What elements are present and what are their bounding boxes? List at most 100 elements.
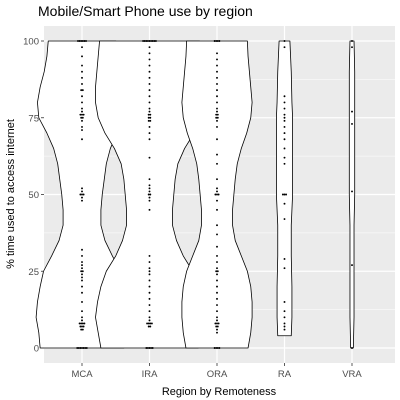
data-point-ora: [216, 304, 218, 306]
data-point-mca: [81, 113, 83, 116]
data-point-mca: [81, 193, 83, 196]
data-point-ora: [216, 70, 218, 73]
data-point-ora: [218, 347, 221, 349]
data-point-ira: [148, 138, 151, 141]
data-point-ira: [148, 46, 151, 49]
data-point-ira: [147, 325, 150, 328]
data-point-mca: [80, 116, 83, 119]
data-point-mca: [79, 347, 82, 349]
data-point-ora: [213, 347, 216, 349]
data-point-ra: [283, 46, 286, 49]
data-point-ra: [283, 147, 286, 150]
data-point-ira: [148, 184, 151, 187]
data-point-mca: [81, 126, 83, 128]
data-point-ira: [148, 267, 151, 270]
violin-vra: [348, 40, 356, 349]
data-point-mca: [82, 325, 85, 328]
data-point-ora: [216, 316, 218, 319]
data-point-ra: [281, 193, 284, 196]
y-tick-label: 0: [34, 344, 39, 355]
data-point-ira: [148, 199, 151, 202]
data-point-ira: [148, 190, 151, 193]
data-point-ora: [216, 95, 218, 98]
data-point-ora: [216, 245, 218, 248]
data-point-ira: [151, 347, 154, 349]
data-point-ira: [148, 89, 151, 92]
data-point-ora: [216, 153, 218, 156]
data-point-ora: [216, 319, 218, 322]
data-point-mca: [80, 89, 83, 92]
y-tick-label: 100: [23, 37, 39, 48]
data-point-ra: [283, 126, 286, 128]
data-point-ira: [148, 40, 151, 42]
data-point-mca: [81, 276, 83, 279]
data-point-ira: [142, 40, 145, 42]
data-point-vra: [351, 264, 353, 267]
data-point-mca: [77, 40, 79, 42]
data-point-ira: [148, 132, 151, 135]
data-point-ora: [216, 208, 218, 211]
data-point-ora: [216, 162, 218, 165]
data-point-ira: [148, 316, 151, 319]
data-point-ora: [216, 270, 219, 273]
data-point-ora: [216, 76, 218, 79]
data-point-ira: [148, 95, 151, 98]
data-point-ira: [148, 261, 151, 263]
data-point-ra: [283, 132, 286, 135]
data-point-ira: [148, 285, 151, 288]
data-point-ra: [283, 193, 286, 196]
data-point-ora: [215, 270, 218, 273]
data-point-ira: [147, 322, 150, 325]
data-point-ira: [151, 40, 154, 42]
chart-title: Mobile/Smart Phone use by region: [38, 3, 253, 19]
data-point-ora: [215, 113, 218, 116]
data-point-ora: [216, 328, 218, 331]
y-tick-label: 25: [28, 267, 39, 278]
data-point-mca: [81, 76, 83, 79]
data-point-ira: [143, 40, 146, 42]
x-axis-ticks: MCA IRA ORA RA VRA: [71, 363, 362, 380]
data-point-ora: [215, 40, 218, 42]
data-point-ira: [153, 40, 156, 42]
data-point-ira: [148, 52, 151, 55]
data-point-mca: [81, 316, 83, 319]
data-point-ora: [214, 322, 217, 325]
data-point-ora: [216, 291, 218, 294]
data-point-vra: [351, 347, 353, 349]
data-point-ira: [147, 119, 150, 122]
data-point-mca: [83, 40, 86, 42]
data-point-mca: [81, 301, 83, 303]
data-point-ira: [148, 291, 151, 294]
data-point-ora: [216, 113, 219, 116]
data-point-ira: [148, 270, 151, 273]
data-point-mca: [81, 40, 84, 42]
data-point-ora: [216, 107, 218, 110]
data-point-ira: [150, 347, 153, 349]
data-point-ira: [146, 322, 149, 325]
data-point-ra: [285, 193, 288, 196]
data-point-mca: [81, 129, 83, 131]
data-point-ira: [146, 347, 149, 349]
data-point-ra: [283, 101, 286, 104]
data-point-ra: [283, 202, 286, 205]
data-point-ra: [283, 119, 286, 122]
data-point-mca: [81, 138, 83, 141]
data-point-ora: [216, 322, 218, 325]
data-point-mca: [81, 64, 83, 67]
data-point-ora: [215, 116, 218, 119]
data-point-ira: [148, 196, 151, 199]
data-point-ra: [283, 116, 286, 119]
data-point-ira: [150, 322, 153, 325]
data-point-mca: [81, 325, 83, 328]
data-point-ra: [283, 162, 286, 165]
data-point-ira: [145, 347, 148, 349]
data-point-ora: [216, 347, 219, 349]
data-point-ira: [148, 126, 151, 128]
data-point-ora: [216, 273, 218, 276]
data-point-ira: [146, 40, 149, 42]
y-tick-label: 75: [28, 113, 39, 124]
data-point-ora: [216, 261, 218, 263]
data-point-ra: [283, 258, 286, 260]
data-point-mca: [81, 328, 84, 331]
data-point-ora: [216, 285, 218, 288]
